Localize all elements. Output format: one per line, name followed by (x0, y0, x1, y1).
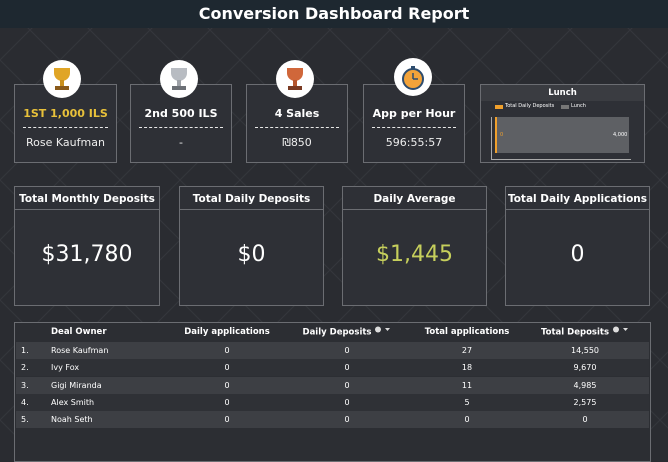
page-title: Conversion Dashboard Report (198, 4, 470, 23)
table-cell: 0 (224, 380, 230, 390)
leader-value: ₪850 (282, 136, 312, 149)
kpi-card: Daily Average $1,445 (342, 186, 487, 306)
table-cell: 0 (224, 346, 230, 355)
leader-value: - (179, 136, 183, 149)
leader-rank: 2nd 500 ILS (144, 107, 218, 120)
lunch-card: Lunch Total Daily Deposits Lunch 0 4,000 (480, 84, 645, 163)
kpi-title: Total Monthly Deposits (19, 193, 155, 205)
kpi-title: Total Daily Deposits (192, 193, 311, 205)
leader-rank: 1ST 1,000 ILS (23, 107, 108, 120)
table-cell: 5 (464, 397, 470, 407)
end-label: 4,000 (613, 132, 628, 138)
kpi-value: $1,445 (376, 242, 453, 267)
legend-label: Total Daily Deposits (505, 103, 555, 109)
kpi-value: 0 (570, 242, 585, 267)
table-cell: 2,575 (573, 397, 597, 407)
gold-trophy-icon (43, 60, 81, 98)
table-row: 1. Rose Kaufman 0 0 27 14,550 (16, 342, 649, 359)
deal-table: Deal Owner Daily applications Daily Deposi… (14, 322, 651, 462)
row-index: 3. (21, 380, 29, 390)
divider (139, 127, 223, 128)
table-cell: 0 (344, 397, 350, 407)
table-cell: Alex Smith (51, 397, 95, 407)
table-cell: Ivy Fox (51, 363, 80, 373)
table-cell: 0 (344, 415, 350, 425)
row-index: 2. (21, 363, 29, 373)
table-row: 2. Ivy Fox 0 0 18 9,670 (16, 359, 649, 377)
table-cell: 4,985 (573, 380, 597, 390)
kpi-value: $31,780 (41, 242, 133, 267)
table-cell: 0 (344, 380, 350, 390)
table-cell: 11 (461, 380, 473, 390)
leader-rank: App per Hour (372, 107, 456, 120)
divider (372, 127, 456, 128)
legend-swatch (561, 105, 569, 109)
leader-rank: 4 Sales (274, 107, 320, 120)
lunch-bar (495, 117, 629, 153)
table-cell: 0 (344, 363, 350, 373)
table-cell: Gigi Miranda (51, 380, 102, 390)
table-cell: 0 (464, 415, 470, 425)
kpi-card: Total Daily Applications 0 (505, 186, 650, 306)
silver-trophy-icon (160, 60, 198, 98)
kpi-title: Daily Average (373, 193, 456, 205)
stopwatch-icon (394, 58, 432, 96)
lunch-title: Lunch (548, 88, 577, 98)
title-bar: Conversion Dashboard Report (0, 0, 668, 28)
table-cell: 0 (224, 415, 230, 425)
divider (255, 127, 339, 128)
row-index: 4. (21, 397, 29, 407)
table-row: 4. Alex Smith 0 0 5 2,575 (16, 393, 649, 411)
column-header: Total applications (424, 327, 510, 337)
leader-card: App per Hour 596:55:57 (363, 84, 465, 163)
legend-swatch (495, 105, 503, 109)
table-row: 5. Noah Seth 0 0 0 0 (16, 411, 649, 429)
table-cell: 27 (461, 346, 473, 355)
row-index: 1. (21, 346, 29, 355)
table-cell: 0 (224, 363, 230, 373)
table-cell: Noah Seth (51, 415, 93, 425)
kpi-card: Total Daily Deposits $0 (179, 186, 324, 306)
leader-value: Rose Kaufman (26, 136, 105, 149)
bronze-trophy-icon (276, 60, 314, 98)
table-row: 3. Gigi Miranda 0 0 11 4,985 (16, 376, 649, 394)
table-cell: 14,550 (571, 346, 599, 355)
leader-value: 596:55:57 (385, 136, 443, 149)
start-label: 0 (500, 132, 504, 138)
legend-label: Lunch (571, 103, 586, 109)
column-header[interactable]: Daily Deposits (285, 323, 409, 342)
kpi-value: $0 (237, 242, 266, 267)
table-cell: 0 (344, 346, 350, 355)
sort-icon[interactable] (375, 323, 391, 341)
kpi-title: Total Daily Applications (507, 193, 648, 205)
table-cell: 0 (582, 415, 588, 425)
column-header[interactable]: Total Deposits (523, 323, 647, 342)
progress-marker (495, 117, 497, 153)
table-cell: 9,670 (573, 363, 597, 373)
row-index: 5. (21, 415, 29, 425)
table-cell: Rose Kaufman (51, 346, 109, 355)
table-cell: 0 (224, 397, 230, 407)
column-header: Deal Owner (51, 327, 107, 337)
column-header: Daily applications (184, 327, 270, 337)
table-cell: 18 (461, 363, 473, 373)
kpi-card: Total Monthly Deposits $31,780 (14, 186, 160, 306)
divider (23, 127, 108, 128)
icons (43, 58, 432, 98)
sort-icon[interactable] (613, 323, 629, 341)
